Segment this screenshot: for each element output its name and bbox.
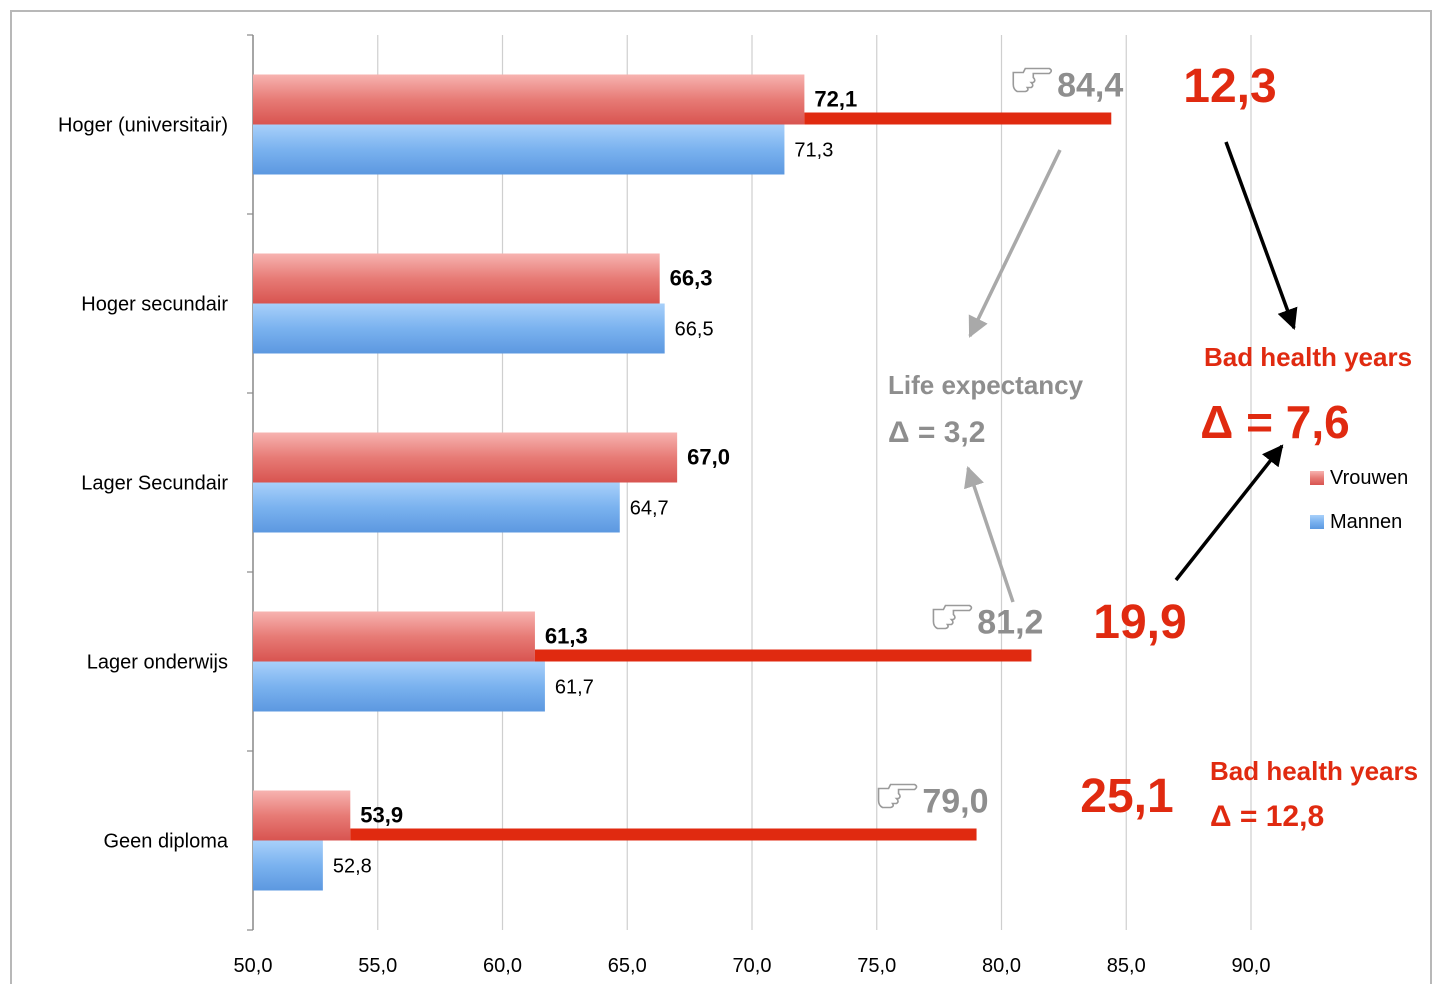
bar-mannen	[253, 840, 323, 891]
bad-health-delta-1: Δ = 7,6	[1200, 396, 1349, 448]
x-tick-label: 50,0	[234, 955, 273, 977]
pointing-hand-outline	[877, 783, 918, 809]
x-tick-label: 60,0	[483, 955, 522, 977]
category-label: Lager onderwijs	[87, 652, 228, 674]
x-tick-label: 80,0	[982, 955, 1021, 977]
bar-mannen	[253, 661, 545, 712]
data-label-mannen: 61,7	[555, 677, 594, 699]
life-expectancy-delta: Δ = 3,2	[888, 416, 985, 449]
category-label: Hoger (universitair)	[58, 115, 228, 137]
bad-health-title-2: Bad health years	[1210, 756, 1418, 786]
bar-vrouwen	[253, 432, 678, 483]
legend-label-vrouwen: Vrouwen	[1330, 467, 1408, 489]
x-tick-label: 55,0	[358, 955, 397, 977]
category-label: Geen diploma	[103, 831, 228, 853]
category-label: Hoger secundair	[81, 294, 228, 316]
life-expectancy-value: 81,2	[977, 604, 1043, 642]
grey-arrow-down	[968, 149, 1062, 338]
data-label-vrouwen: 67,0	[687, 445, 730, 470]
life-expectancy-title: Life expectancy	[888, 370, 1084, 400]
pointing-hand-icon	[877, 783, 918, 809]
bar-mannen	[253, 124, 785, 175]
x-tick-label: 85,0	[1107, 955, 1146, 977]
bad-health-gap-value: 19,9	[1093, 596, 1186, 649]
x-tick-label: 65,0	[608, 955, 647, 977]
bar-vrouwen	[253, 611, 535, 662]
life-expectancy-value: 79,0	[922, 783, 988, 821]
bar-vrouwen	[253, 790, 351, 841]
chart-frame	[10, 10, 1432, 984]
x-tick-label: 70,0	[733, 955, 772, 977]
data-label-mannen: 71,3	[794, 140, 833, 162]
bad-health-delta-2: Δ = 12,8	[1210, 800, 1324, 833]
bar-vrouwen	[253, 74, 805, 125]
bad-health-gap-value: 12,3	[1183, 60, 1276, 113]
data-label-vrouwen: 61,3	[545, 624, 588, 649]
bad-health-title-1: Bad health years	[1204, 342, 1412, 372]
grey-arrow-up	[964, 466, 1015, 603]
category-label: Lager Secundair	[81, 473, 228, 495]
legend-swatch-vrouwen	[1310, 471, 1324, 485]
data-label-vrouwen: 53,9	[360, 803, 403, 828]
pointing-hand-outline	[1012, 67, 1053, 93]
x-tick-label: 75,0	[857, 955, 896, 977]
pointing-hand-outline	[932, 604, 973, 630]
data-label-mannen: 64,7	[630, 498, 669, 520]
black-arrow-down	[1224, 141, 1298, 330]
pointing-hand-icon	[1012, 67, 1053, 93]
bar-mannen	[253, 303, 665, 354]
legend-swatch-mannen	[1310, 515, 1324, 529]
bad-health-gap-value: 25,1	[1080, 770, 1173, 823]
data-label-vrouwen: 66,3	[670, 266, 713, 291]
data-label-mannen: 52,8	[333, 856, 372, 878]
data-label-vrouwen: 72,1	[814, 87, 857, 112]
bar-vrouwen	[253, 253, 660, 304]
pointing-hand-icon	[932, 604, 973, 630]
life-expectancy-value: 84,4	[1057, 67, 1123, 105]
bar-mannen	[253, 482, 620, 533]
black-arrow-up	[1174, 444, 1284, 582]
x-tick-label: 90,0	[1232, 955, 1271, 977]
legend-label-mannen: Mannen	[1330, 511, 1402, 533]
data-label-mannen: 66,5	[675, 319, 714, 341]
